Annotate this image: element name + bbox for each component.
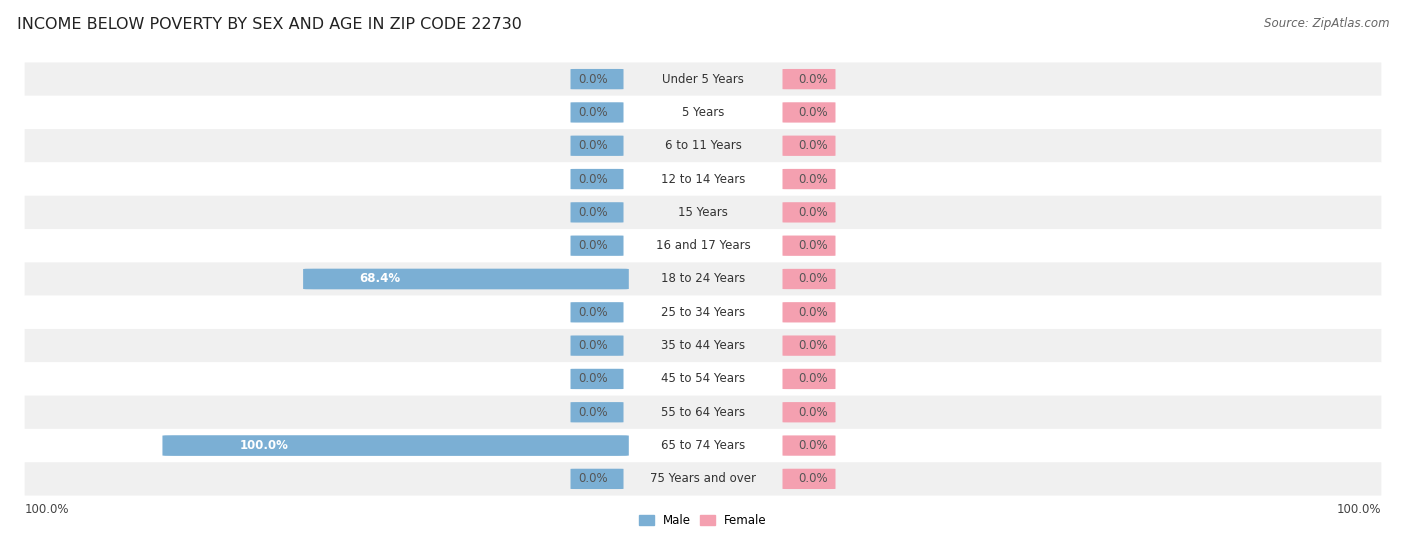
Text: Source: ZipAtlas.com: Source: ZipAtlas.com xyxy=(1264,17,1389,30)
FancyBboxPatch shape xyxy=(571,402,623,422)
Text: 25 to 34 Years: 25 to 34 Years xyxy=(661,306,745,319)
Text: 100.0%: 100.0% xyxy=(25,503,69,516)
FancyBboxPatch shape xyxy=(25,129,1381,162)
Text: 0.0%: 0.0% xyxy=(799,439,828,452)
Text: 0.0%: 0.0% xyxy=(799,272,828,286)
Text: 18 to 24 Years: 18 to 24 Years xyxy=(661,272,745,286)
Text: 0.0%: 0.0% xyxy=(578,206,607,219)
FancyBboxPatch shape xyxy=(783,435,835,456)
Text: 16 and 17 Years: 16 and 17 Years xyxy=(655,239,751,252)
FancyBboxPatch shape xyxy=(25,396,1381,429)
FancyBboxPatch shape xyxy=(783,369,835,389)
Text: 0.0%: 0.0% xyxy=(799,206,828,219)
FancyBboxPatch shape xyxy=(571,335,623,356)
FancyBboxPatch shape xyxy=(25,296,1381,329)
Text: 0.0%: 0.0% xyxy=(799,372,828,386)
Text: 75 Years and over: 75 Years and over xyxy=(650,473,756,485)
Text: 0.0%: 0.0% xyxy=(799,239,828,252)
FancyBboxPatch shape xyxy=(783,202,835,223)
FancyBboxPatch shape xyxy=(25,162,1381,196)
FancyBboxPatch shape xyxy=(783,302,835,323)
Text: 5 Years: 5 Years xyxy=(682,106,724,119)
FancyBboxPatch shape xyxy=(25,96,1381,129)
Text: 0.0%: 0.0% xyxy=(578,239,607,252)
Text: 55 to 64 Years: 55 to 64 Years xyxy=(661,406,745,418)
Text: 0.0%: 0.0% xyxy=(799,473,828,485)
Legend: Male, Female: Male, Female xyxy=(634,509,772,532)
Text: 12 to 14 Years: 12 to 14 Years xyxy=(661,172,745,186)
Text: 100.0%: 100.0% xyxy=(1337,503,1381,516)
FancyBboxPatch shape xyxy=(25,196,1381,229)
Text: 0.0%: 0.0% xyxy=(578,106,607,119)
FancyBboxPatch shape xyxy=(571,302,623,323)
FancyBboxPatch shape xyxy=(163,435,628,456)
FancyBboxPatch shape xyxy=(783,335,835,356)
FancyBboxPatch shape xyxy=(571,102,623,123)
Text: 100.0%: 100.0% xyxy=(240,439,288,452)
Text: 0.0%: 0.0% xyxy=(578,372,607,386)
Text: 6 to 11 Years: 6 to 11 Years xyxy=(665,140,741,152)
Text: 0.0%: 0.0% xyxy=(799,406,828,418)
Text: 0.0%: 0.0% xyxy=(799,140,828,152)
FancyBboxPatch shape xyxy=(783,136,835,156)
Text: 0.0%: 0.0% xyxy=(578,406,607,418)
FancyBboxPatch shape xyxy=(25,329,1381,362)
FancyBboxPatch shape xyxy=(783,235,835,256)
FancyBboxPatch shape xyxy=(25,429,1381,462)
FancyBboxPatch shape xyxy=(304,268,628,290)
Text: INCOME BELOW POVERTY BY SEX AND AGE IN ZIP CODE 22730: INCOME BELOW POVERTY BY SEX AND AGE IN Z… xyxy=(17,17,522,32)
FancyBboxPatch shape xyxy=(571,235,623,256)
FancyBboxPatch shape xyxy=(783,169,835,189)
Text: 0.0%: 0.0% xyxy=(799,339,828,352)
FancyBboxPatch shape xyxy=(783,469,835,489)
Text: 0.0%: 0.0% xyxy=(799,172,828,186)
Text: 35 to 44 Years: 35 to 44 Years xyxy=(661,339,745,352)
FancyBboxPatch shape xyxy=(571,69,623,89)
FancyBboxPatch shape xyxy=(783,102,835,123)
FancyBboxPatch shape xyxy=(783,402,835,422)
Text: 68.4%: 68.4% xyxy=(360,272,401,286)
FancyBboxPatch shape xyxy=(571,169,623,189)
FancyBboxPatch shape xyxy=(783,269,835,289)
Text: 0.0%: 0.0% xyxy=(799,73,828,85)
FancyBboxPatch shape xyxy=(25,362,1381,396)
FancyBboxPatch shape xyxy=(25,262,1381,296)
Text: 0.0%: 0.0% xyxy=(578,140,607,152)
FancyBboxPatch shape xyxy=(571,136,623,156)
FancyBboxPatch shape xyxy=(25,62,1381,96)
FancyBboxPatch shape xyxy=(571,369,623,389)
FancyBboxPatch shape xyxy=(783,69,835,89)
Text: 0.0%: 0.0% xyxy=(799,106,828,119)
Text: 0.0%: 0.0% xyxy=(578,306,607,319)
Text: Under 5 Years: Under 5 Years xyxy=(662,73,744,85)
Text: 0.0%: 0.0% xyxy=(578,172,607,186)
Text: 15 Years: 15 Years xyxy=(678,206,728,219)
Text: 0.0%: 0.0% xyxy=(578,339,607,352)
Text: 45 to 54 Years: 45 to 54 Years xyxy=(661,372,745,386)
FancyBboxPatch shape xyxy=(25,229,1381,262)
Text: 0.0%: 0.0% xyxy=(578,473,607,485)
Text: 65 to 74 Years: 65 to 74 Years xyxy=(661,439,745,452)
Text: 0.0%: 0.0% xyxy=(799,306,828,319)
FancyBboxPatch shape xyxy=(571,469,623,489)
FancyBboxPatch shape xyxy=(571,202,623,223)
Text: 0.0%: 0.0% xyxy=(578,73,607,85)
FancyBboxPatch shape xyxy=(25,462,1381,496)
